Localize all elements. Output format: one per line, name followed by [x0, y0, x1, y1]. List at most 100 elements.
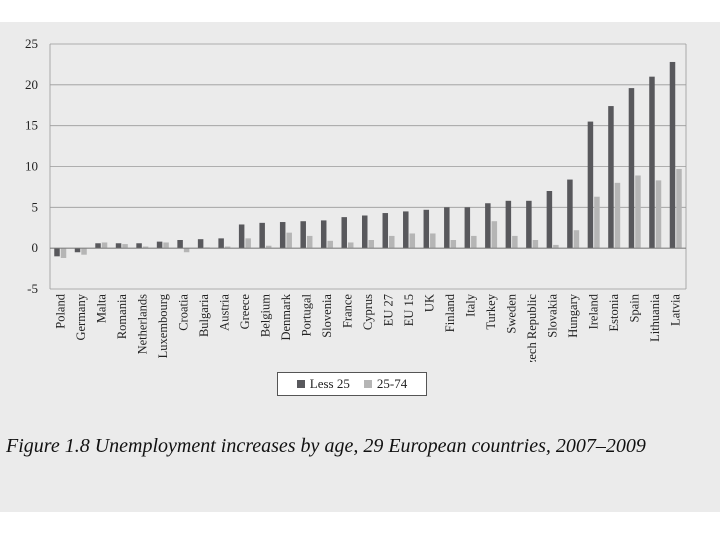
- x-tick-label: UK: [423, 294, 437, 312]
- bar: [101, 242, 108, 249]
- bar: [259, 222, 265, 249]
- bar: [587, 121, 594, 249]
- bar: [60, 248, 67, 258]
- x-tick-label: Portugal: [299, 293, 313, 336]
- y-tick-label: 10: [25, 159, 38, 174]
- bar: [423, 209, 430, 249]
- bar: [156, 241, 163, 249]
- bar: [553, 244, 559, 249]
- bar: [546, 191, 553, 249]
- x-tick-label: Hungary: [566, 293, 580, 337]
- legend: Less 25 25-74: [277, 372, 427, 396]
- bar: [567, 179, 573, 249]
- x-tick-label: Czech Republic: [525, 294, 539, 362]
- bar: [471, 235, 477, 249]
- figure-caption: Figure 1.8 Unemployment increases by age…: [6, 435, 646, 457]
- bar: [614, 182, 621, 249]
- x-tick-label: Belgium: [258, 294, 272, 337]
- legend-item-less-25: Less 25: [296, 376, 350, 392]
- x-tick-label: Romania: [115, 294, 129, 340]
- bar: [122, 244, 128, 249]
- bar: [320, 220, 327, 249]
- x-tick-label: Denmark: [279, 293, 293, 340]
- legend-swatch-25-74: [363, 380, 372, 388]
- bar-chart: -5 0 5 10 15 20 25 Poland Germany Malta Romania Net…: [25, 36, 687, 362]
- bar: [505, 200, 512, 249]
- bar: [306, 235, 313, 249]
- bar: [300, 221, 306, 249]
- x-tick-label: Slovakia: [546, 294, 560, 338]
- x-tick-label: Turkey: [484, 293, 498, 329]
- bar: [573, 230, 580, 249]
- bar: [676, 168, 682, 249]
- bar: [635, 175, 641, 249]
- bar: [286, 232, 292, 249]
- chart-panel: -5 0 5 10 15 20 25 Poland Germany Malta Romania Net…: [0, 22, 720, 512]
- bar: [327, 240, 333, 249]
- bar: [142, 246, 149, 249]
- bar: [245, 238, 251, 249]
- bar: [183, 248, 190, 253]
- bar: [74, 248, 81, 253]
- bar: [238, 224, 245, 249]
- bar: [218, 238, 224, 249]
- legend-label-less-25: Less 25: [309, 376, 350, 391]
- bar: [450, 240, 457, 249]
- bar: [341, 217, 347, 249]
- bar: [382, 213, 389, 249]
- x-tick-label: Poland: [53, 293, 67, 328]
- x-tick-label: Sweden: [505, 293, 519, 333]
- bar: [81, 248, 87, 255]
- bar: [362, 215, 368, 249]
- x-tick-label: EU 15: [402, 294, 416, 326]
- bar: [628, 88, 635, 249]
- bar: [430, 233, 436, 249]
- legend-swatch-less-25: [296, 380, 305, 388]
- bar: [409, 233, 416, 249]
- x-tick-label: Lithuania: [648, 294, 662, 342]
- bar: [594, 196, 600, 249]
- bar: [95, 243, 101, 249]
- x-tick-label: EU 27: [382, 294, 396, 326]
- y-tick-label: 5: [32, 199, 39, 214]
- bar: [649, 76, 655, 249]
- x-tick-label: Cyprus: [361, 294, 375, 330]
- bar: [491, 221, 498, 249]
- x-tick-label: Spain: [628, 293, 642, 322]
- y-tick-label: -5: [27, 281, 38, 296]
- bar: [403, 211, 409, 249]
- bar: [265, 245, 272, 249]
- x-tick-label: Slovenia: [320, 294, 334, 338]
- bar: [115, 243, 122, 249]
- x-tick-label: Italy: [464, 293, 478, 317]
- bar: [347, 242, 354, 249]
- x-tick-label: Austria: [217, 294, 231, 331]
- bar: [136, 243, 142, 249]
- bar: [279, 222, 286, 249]
- y-tick-label: 25: [25, 36, 38, 51]
- x-tick-label: France: [340, 294, 354, 328]
- x-tick-label: Latvia: [669, 294, 683, 326]
- bar: [526, 200, 532, 249]
- y-tick-label: 20: [25, 77, 38, 92]
- bar: [512, 235, 518, 249]
- bar: [177, 240, 183, 249]
- bar: [608, 106, 614, 249]
- x-tick-label: Malta: [94, 294, 108, 324]
- x-tick-label: Bulgaria: [197, 294, 211, 337]
- x-tick-label: Finland: [443, 293, 457, 332]
- bar: [485, 203, 491, 249]
- legend-item-25-74: 25-74: [363, 376, 407, 392]
- x-tick-label: Netherlands: [135, 294, 149, 355]
- bar: [444, 207, 450, 249]
- bar: [532, 240, 539, 249]
- bar: [655, 180, 662, 249]
- x-tick-label: Greece: [238, 294, 252, 330]
- bar: [669, 61, 676, 249]
- bar: [464, 207, 471, 249]
- y-tick-label: 0: [32, 240, 39, 255]
- bar: [163, 242, 169, 249]
- bar: [389, 235, 395, 249]
- x-tick-label: Luxembourg: [156, 293, 170, 358]
- x-tick-label: Estonia: [607, 294, 621, 332]
